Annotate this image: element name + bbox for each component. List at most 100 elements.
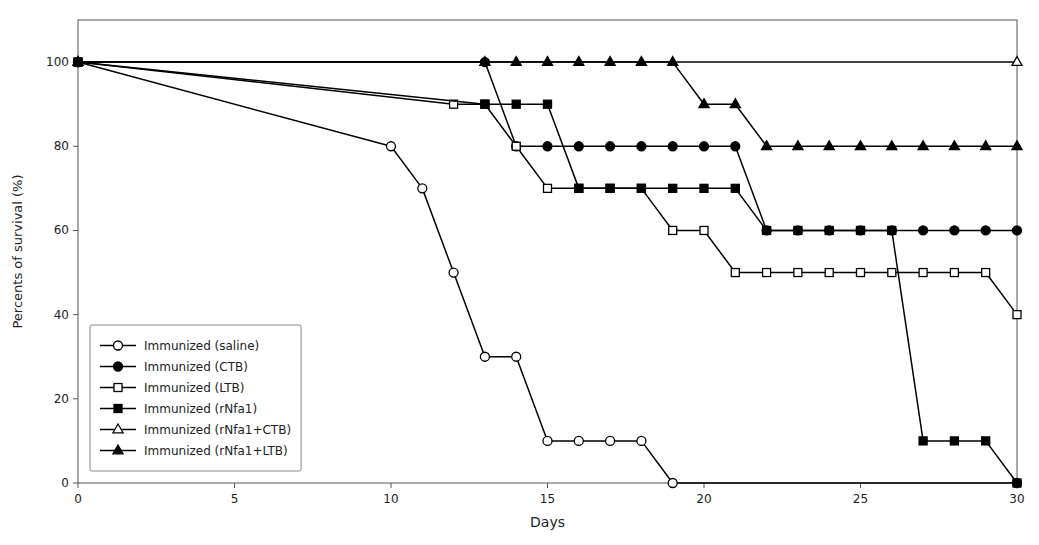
series-line xyxy=(78,62,1017,146)
data-point xyxy=(981,141,991,150)
x-tick-label: 20 xyxy=(696,492,711,506)
y-tick-label: 0 xyxy=(61,476,69,490)
data-point xyxy=(919,226,928,235)
legend-marker xyxy=(114,362,123,371)
data-point xyxy=(700,226,708,234)
data-point xyxy=(544,184,552,192)
legend-label: Immunized (rNfa1) xyxy=(144,402,257,416)
legend-label: Immunized (rNfa1+CTB) xyxy=(144,423,291,437)
y-tick xyxy=(73,230,78,231)
data-point xyxy=(637,184,645,192)
data-point xyxy=(542,57,552,66)
data-point xyxy=(668,57,678,66)
data-point xyxy=(887,141,897,150)
data-point xyxy=(950,269,958,277)
data-point xyxy=(512,142,521,151)
data-point xyxy=(700,184,708,192)
legend: Immunized (saline)Immunized (CTB)Immuniz… xyxy=(90,325,301,471)
series-line xyxy=(78,62,1017,483)
data-point xyxy=(793,226,802,235)
data-point xyxy=(888,269,896,277)
data-point xyxy=(544,100,552,108)
data-point xyxy=(793,141,803,150)
data-point xyxy=(982,437,990,445)
data-point xyxy=(512,100,520,108)
data-point xyxy=(1013,479,1022,488)
data-point xyxy=(74,58,83,67)
x-tick-label: 30 xyxy=(1009,492,1024,506)
data-point xyxy=(480,58,489,67)
plot-area xyxy=(73,57,1022,488)
data-point xyxy=(919,269,927,277)
data-point xyxy=(575,184,583,192)
data-point xyxy=(857,269,865,277)
data-point xyxy=(731,142,740,151)
data-point xyxy=(825,226,834,235)
data-point xyxy=(637,142,646,151)
chart: 051015202530020406080100DaysPercents of … xyxy=(0,0,1039,545)
data-point xyxy=(481,100,489,108)
data-point xyxy=(574,57,584,66)
data-point xyxy=(418,184,427,193)
data-point xyxy=(825,226,833,234)
legend-label: Immunized (rNfa1+LTB) xyxy=(144,444,288,458)
y-tick xyxy=(73,483,78,484)
data-point xyxy=(74,58,83,67)
data-point xyxy=(512,142,520,150)
y-tick xyxy=(73,146,78,147)
data-point xyxy=(637,436,646,445)
data-point xyxy=(606,142,615,151)
data-point xyxy=(512,352,521,361)
data-point xyxy=(1013,226,1022,235)
data-point xyxy=(918,141,928,150)
data-point xyxy=(606,184,614,192)
data-point xyxy=(731,269,739,277)
y-tick-label: 80 xyxy=(54,139,69,153)
data-point xyxy=(605,57,615,66)
legend-marker xyxy=(114,384,122,392)
data-point xyxy=(730,99,740,108)
data-point xyxy=(480,352,489,361)
data-point xyxy=(480,57,490,66)
data-point xyxy=(543,436,552,445)
data-point xyxy=(887,226,896,235)
legend-marker xyxy=(114,341,123,350)
data-point xyxy=(543,142,552,151)
data-point xyxy=(699,99,709,108)
y-tick-label: 100 xyxy=(46,55,69,69)
legend-marker xyxy=(113,445,123,454)
data-point xyxy=(700,142,709,151)
data-point xyxy=(794,269,802,277)
data-point xyxy=(637,184,645,192)
data-point xyxy=(387,142,396,151)
y-tick-label: 40 xyxy=(54,308,69,322)
x-tick-label: 15 xyxy=(540,492,555,506)
data-point xyxy=(981,226,990,235)
data-point xyxy=(762,226,771,235)
legend-label: Immunized (saline) xyxy=(144,339,259,353)
data-point xyxy=(669,184,677,192)
data-point xyxy=(982,269,990,277)
data-point xyxy=(949,141,959,150)
data-point xyxy=(481,100,489,108)
plot-frame xyxy=(78,20,1017,483)
data-point xyxy=(1012,57,1022,66)
legend-label: Immunized (LTB) xyxy=(144,381,245,395)
x-tick xyxy=(78,483,79,488)
y-tick xyxy=(73,314,78,315)
data-point xyxy=(856,226,865,235)
y-tick-label: 20 xyxy=(54,392,69,406)
series xyxy=(74,58,1022,488)
data-point xyxy=(950,226,959,235)
series xyxy=(74,58,1022,235)
data-point xyxy=(449,268,458,277)
legend-box xyxy=(90,325,301,471)
x-tick xyxy=(234,483,235,488)
series xyxy=(73,57,1022,66)
x-tick xyxy=(391,483,392,488)
legend-marker xyxy=(113,424,123,433)
data-point xyxy=(763,226,771,234)
y-tick xyxy=(73,398,78,399)
data-point xyxy=(606,436,615,445)
data-point xyxy=(855,141,865,150)
